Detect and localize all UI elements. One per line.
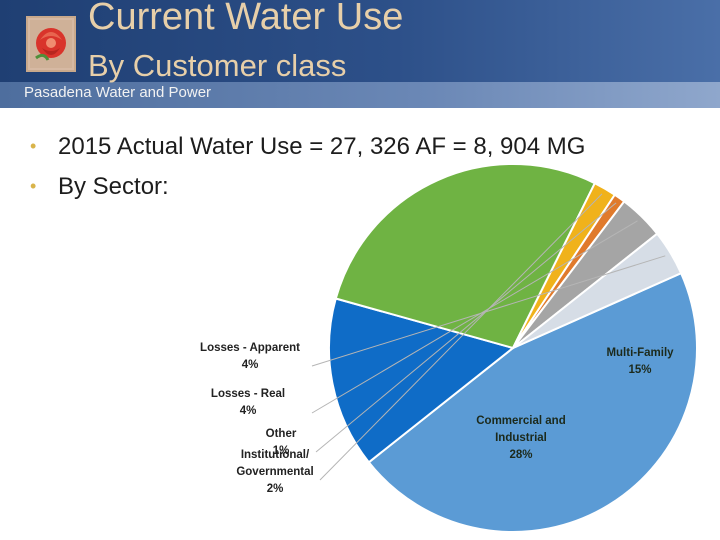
- slice-label-6: Losses - Apparent 4%: [200, 342, 300, 371]
- bullet-by-sector: • By Sector:: [30, 168, 585, 208]
- bullet-dot-icon: •: [30, 136, 37, 156]
- callout-line-3: [319, 193, 603, 481]
- bullet-dot-icon: •: [30, 176, 37, 196]
- slice-label-5: Losses - Real 4%: [211, 388, 285, 417]
- rose-logo-icon: [26, 16, 76, 72]
- slice-label-3: Institutional/Governmental 2%: [236, 449, 313, 495]
- slice-label-4: Other 1%: [266, 428, 297, 457]
- bullet-list: • 2015 Actual Water Use = 27, 326 AF = 8,…: [30, 128, 585, 208]
- organization-bar: [0, 82, 720, 108]
- pie-slice-1: [328, 297, 516, 464]
- slice-label-1: Multi-Family 15%: [606, 347, 674, 376]
- page-title: Current Water Use: [88, 0, 404, 38]
- slice-label-2: Commercial and Industrial 28%: [476, 415, 565, 461]
- callout-line-6: [311, 255, 666, 367]
- page-subtitle: By Customer class: [88, 48, 347, 83]
- callout-line-5: [311, 220, 638, 414]
- pie-slice-2: [334, 163, 597, 350]
- callout-line-4: [315, 202, 617, 453]
- pie-slice-6: [512, 232, 683, 349]
- pie-slice-0: [367, 271, 698, 533]
- organization-name: Pasadena Water and Power: [24, 84, 212, 101]
- header-bar: [0, 0, 720, 82]
- bullet-water-use: • 2015 Actual Water Use = 27, 326 AF = 8,…: [30, 128, 585, 168]
- bullet-text: 2015 Actual Water Use = 27, 326 AF = 8, …: [58, 133, 586, 160]
- bullet-text: By Sector:: [58, 173, 169, 200]
